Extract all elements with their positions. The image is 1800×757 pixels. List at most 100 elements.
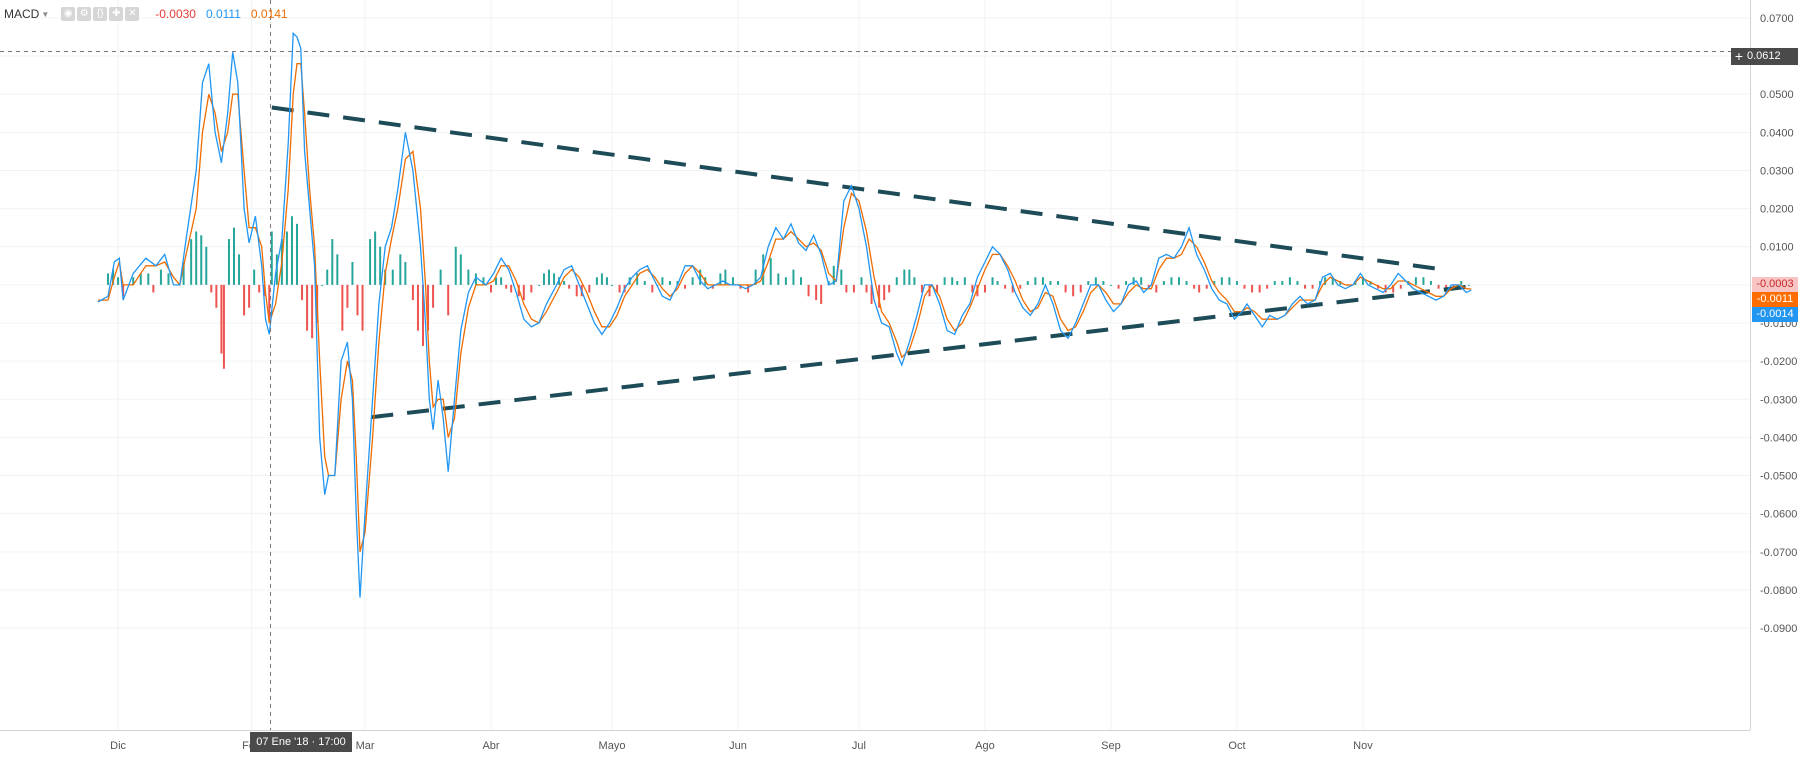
histogram-bar — [568, 284, 571, 289]
histogram-bar — [548, 269, 550, 285]
y-tick-label: 0.0400 — [1760, 127, 1794, 139]
histogram-bar — [860, 277, 863, 285]
histogram-bar — [1178, 277, 1180, 285]
histogram-bar — [971, 284, 974, 293]
histogram-bar — [651, 284, 654, 293]
histogram-bar — [427, 284, 430, 331]
lower-trendline[interactable] — [371, 284, 1475, 420]
histogram-bar — [1087, 281, 1090, 285]
histogram-bar — [459, 254, 462, 285]
histogram-bar — [878, 284, 881, 308]
histogram-bar — [1034, 277, 1037, 285]
close-icon[interactable]: ✕ — [125, 7, 140, 21]
histogram-bar — [724, 269, 727, 285]
histogram-price-label: -0.0003 — [1752, 277, 1798, 292]
y-tick-label: -0.0400 — [1760, 432, 1797, 444]
trendlines[interactable] — [271, 105, 1475, 420]
histogram-bar — [956, 281, 959, 285]
legend-histogram-value: -0.0030 — [155, 7, 196, 21]
histogram-bar — [326, 269, 329, 285]
histogram-bar — [301, 284, 304, 301]
histogram-bar — [482, 277, 485, 285]
histogram-bar — [1311, 284, 1314, 289]
y-tick-label: 0.0700 — [1760, 13, 1794, 25]
crosshair-price-tag: + 0.0612 — [1731, 48, 1798, 65]
histogram-bar — [147, 273, 150, 285]
histogram-bar — [1228, 277, 1231, 285]
histogram-bar — [807, 284, 810, 297]
histogram-bar — [439, 269, 442, 285]
histogram-bar — [943, 277, 946, 285]
histogram-bar — [200, 235, 203, 285]
histogram-bar — [227, 239, 230, 285]
histogram-bar — [490, 284, 493, 293]
histogram-bar — [258, 284, 261, 293]
histogram-bar — [1258, 284, 1261, 293]
histogram-bar — [903, 269, 906, 285]
histogram-bar — [913, 277, 916, 285]
histogram-bar — [691, 277, 694, 285]
y-tick-label: 0.0200 — [1760, 204, 1794, 216]
histogram-bar — [611, 284, 613, 286]
histogram-bar — [1430, 281, 1432, 285]
histogram-bar — [139, 273, 142, 285]
add-icon[interactable]: ✚ — [109, 7, 124, 21]
histogram-bar — [1057, 281, 1060, 285]
histogram-bar — [1026, 281, 1029, 285]
y-tick-label: -0.0700 — [1760, 547, 1797, 559]
histogram-bar — [643, 281, 646, 285]
x-tick-label: Nov — [1353, 740, 1373, 752]
histogram-bar — [331, 239, 334, 285]
histogram-bar — [112, 269, 115, 285]
gear-icon[interactable]: ⚙ — [77, 7, 92, 21]
plus-icon[interactable]: + — [1734, 48, 1744, 64]
histogram-bar — [636, 273, 639, 285]
price-axis[interactable]: 0.07000.06000.05000.04000.03000.02000.01… — [1750, 0, 1798, 730]
histogram-bar — [537, 284, 540, 286]
histogram-bar — [182, 261, 185, 285]
histogram-bar — [920, 284, 923, 293]
histogram-bar — [618, 284, 621, 293]
histogram-bar — [588, 284, 591, 293]
histogram-bar — [575, 284, 578, 297]
histogram-bar — [1243, 284, 1246, 289]
histogram-bar — [1460, 281, 1463, 285]
histogram-bar — [238, 254, 241, 285]
histogram-bar — [530, 284, 533, 293]
histogram-bar — [1235, 281, 1238, 285]
histogram-bar — [190, 239, 193, 285]
histogram-bar — [908, 269, 911, 285]
histogram-bar — [268, 284, 271, 320]
histogram-bar — [306, 284, 309, 331]
histogram-bar — [1205, 284, 1208, 289]
histogram-bar — [1125, 281, 1128, 285]
indicator-name[interactable]: MACD — [4, 7, 40, 21]
y-tick-label: -0.0900 — [1760, 623, 1797, 635]
upper-trendline[interactable] — [271, 105, 1444, 272]
crosshair-time-tag: 07 Ene '18 · 17:00 — [250, 732, 352, 752]
x-tick-label: Abr — [482, 740, 499, 752]
histogram-bar — [800, 277, 802, 285]
histogram-bar — [351, 261, 354, 285]
histogram-bar — [474, 273, 477, 285]
histogram-bar — [341, 284, 344, 331]
histogram-bar — [270, 231, 273, 285]
histogram-bar — [1162, 281, 1165, 285]
histogram-bar — [777, 273, 780, 285]
histogram-bar — [553, 273, 556, 285]
chevron-down-icon[interactable]: ▼ — [41, 9, 50, 19]
histogram-bar — [1102, 281, 1105, 285]
histogram-bar — [1273, 281, 1276, 285]
time-axis[interactable]: DicFebMarAbrMayoJunJulAgoSepOctNov — [0, 730, 1750, 753]
histogram-bar — [346, 284, 349, 308]
histogram-bar — [1079, 284, 1082, 293]
histogram-bar — [1220, 277, 1223, 285]
braces-icon[interactable]: {} — [93, 7, 108, 21]
eye-icon[interactable]: ◉ — [61, 7, 76, 21]
histogram-bar — [1251, 284, 1254, 293]
histogram-bar — [495, 277, 498, 285]
histogram-bar — [374, 231, 377, 285]
